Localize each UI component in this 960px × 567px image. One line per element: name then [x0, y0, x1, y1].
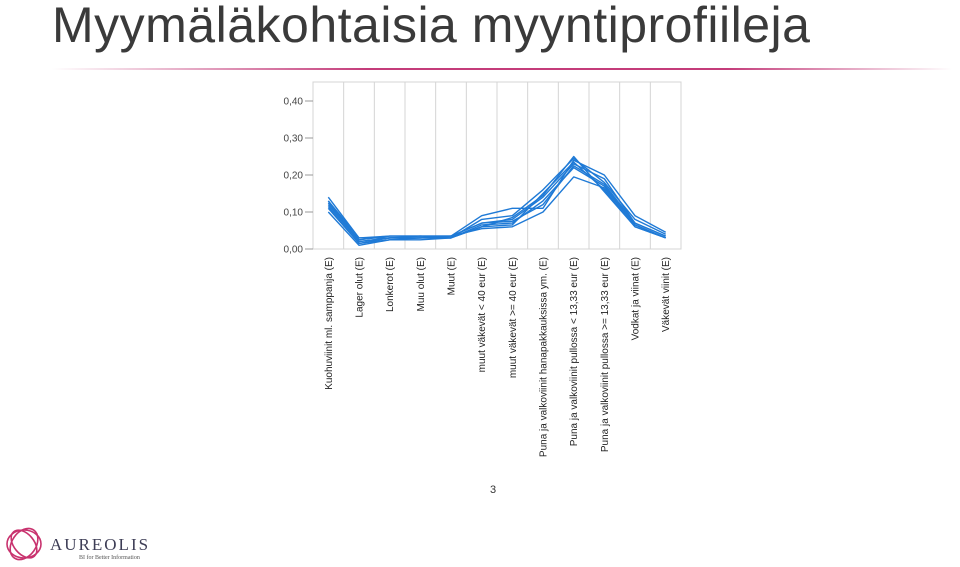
x-category-label: Muut (E): [447, 257, 458, 295]
page-number: 3: [490, 484, 497, 496]
x-category-label: Puna ja valkoviinit pullossa < 13,33 eur…: [569, 257, 580, 446]
y-tick-label: 0,10: [284, 208, 304, 219]
x-category-label: muut väkevät < 40 eur (E): [477, 257, 488, 372]
y-axis: 0,00 0,10 0,20 0,30 0,40: [284, 97, 313, 256]
y-tick-label: 0,30: [284, 134, 304, 145]
logo-wordmark: AUREOLIS: [50, 535, 151, 554]
y-tick-label: 0,40: [284, 97, 304, 108]
x-category-label: Lager olut (E): [355, 257, 366, 318]
series-line-5: [327, 161, 666, 247]
x-category-label: Muu olut (E): [416, 257, 427, 311]
y-tick-label: 0,20: [284, 171, 304, 182]
x-category-label: Kuohuviinit ml. samppanja (E): [324, 257, 335, 390]
x-category-label: Vodkat ja viinat (E): [631, 257, 642, 340]
x-category-label: muut väkevät >= 40 eur (E): [508, 257, 519, 378]
title-divider: [52, 68, 952, 70]
x-category-label: Puna ja valkoviinit hanapakkauksissa ym.…: [539, 257, 550, 457]
slide-title: Myymäläkohtaisia myyntiprofiileja: [52, 0, 811, 53]
x-category-label: Puna ja valkoviinit pullossa >= 13,33 eu…: [600, 257, 611, 452]
logo-tagline: BI for Better Information: [79, 555, 140, 561]
aureolis-logo-icon: [6, 527, 42, 561]
x-category-label: Väkevät viinit (E): [661, 257, 672, 332]
series-line-8: [327, 155, 666, 245]
y-tick-label: 0,00: [284, 245, 304, 256]
x-axis-categories: Kuohuviinit ml. samppanja (E) Lager olut …: [324, 257, 672, 457]
x-category-label: Lonkerot (E): [385, 257, 396, 312]
chart-series: [327, 155, 667, 247]
